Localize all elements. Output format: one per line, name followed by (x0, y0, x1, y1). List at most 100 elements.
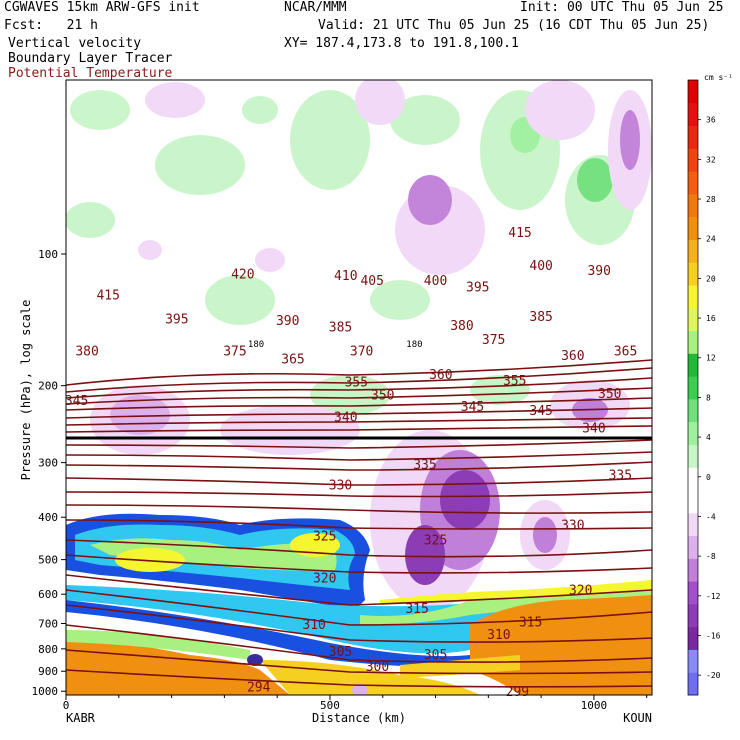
colorbar-segment (688, 649, 698, 673)
theta-label: 350 (598, 387, 621, 402)
theta-label: 370 (350, 345, 373, 360)
theta-label: 375 (482, 333, 505, 348)
y-axis-label: Pressure (hPa), log scale (19, 300, 33, 481)
colorbar-segment (688, 262, 698, 286)
colorbar-tick-label: -16 (706, 631, 721, 640)
theta-label: 390 (276, 314, 299, 329)
x-start-station: KABR (66, 711, 96, 725)
theta-label: 385 (529, 310, 552, 325)
theta-label: 294 (247, 680, 271, 695)
inline-label: 180 (406, 340, 422, 350)
model-title: CGWAVES 15km ARW-GFS init (4, 0, 200, 15)
inline-small-labels: 180 180 (248, 340, 423, 350)
colorbar-segment (688, 171, 698, 195)
colorbar-segment (688, 626, 698, 650)
colorbar-tick-label: -4 (706, 512, 716, 521)
theta-label: 395 (165, 313, 188, 328)
colorbar-tick-label: 36 (706, 116, 716, 125)
theta-label: 365 (614, 345, 637, 360)
y-tick-label: 100 (38, 248, 58, 261)
y-tick-label: 600 (38, 588, 58, 601)
colorbar-tick-label: 8 (706, 393, 711, 402)
y-tick-label: 800 (38, 643, 58, 656)
theta-label: 305 (329, 645, 352, 660)
theta-label: 355 (503, 374, 526, 389)
theta-label: 300 (366, 660, 389, 675)
colorbar-segment (688, 376, 698, 400)
center-label: NCAR/MMM (284, 0, 347, 15)
theta-label: 330 (561, 519, 584, 534)
colorbar-frame (687, 79, 699, 696)
colorbar-segment (688, 102, 698, 127)
colorbar-segment (688, 285, 698, 309)
cross-section-endpoints: XY= 187.4,173.8 to 191.8,100.1 (284, 36, 519, 51)
colorbar-tick-label: 16 (706, 314, 716, 323)
colorbar-segment (688, 467, 698, 491)
field-vertical-velocity: Vertical velocity (8, 36, 142, 51)
colorbar-segment (688, 444, 698, 468)
y-tick-label: 200 (38, 380, 58, 393)
theta-label: 400 (424, 274, 447, 289)
colorbar-segment (688, 672, 698, 696)
theta-label: 350 (371, 389, 394, 404)
colorbar-segment (688, 581, 698, 605)
theta-label: 330 (329, 478, 352, 493)
x-end-station: KOUN (623, 711, 652, 725)
shaded-field (66, 80, 652, 695)
theta-label: 345 (529, 404, 552, 419)
y-tick-label: 500 (38, 554, 58, 567)
y-tick-label: 900 (38, 665, 58, 678)
colorbar-segment (688, 239, 698, 263)
theta-label: 400 (529, 259, 552, 274)
colorbar-segment (688, 490, 698, 514)
colorbar: 36 32 28 24 20 16 12 8 4 0 -4 -8 -12 -16 -20 (687, 79, 721, 696)
theta-contour-labels: 415 420 410 405 400 395 415 400 390 395 390 385 380 3… (65, 226, 638, 700)
y-tick-label: 400 (38, 511, 58, 524)
theta-label: 335 (609, 469, 632, 484)
theta-label: 415 (508, 226, 531, 241)
colorbar-units: cm s⁻¹ (704, 73, 733, 82)
colorbar-segment (688, 512, 698, 537)
field-boundary-layer-tracer: Boundary Layer Tracer (8, 51, 173, 66)
y-tick-label: 700 (38, 618, 58, 631)
colorbar-segment (688, 535, 698, 559)
theta-label: 310 (487, 628, 510, 643)
x-tick-label: 500 (320, 699, 340, 712)
theta-label: 380 (450, 319, 473, 334)
colorbar-tick-label: -20 (706, 671, 721, 680)
x-axis-label: Distance (km) (312, 711, 406, 725)
colorbar-tick-label: 24 (706, 235, 716, 244)
colorbar-segment (688, 603, 698, 628)
colorbar-tick-label: 32 (706, 155, 716, 164)
theta-label: 355 (345, 376, 368, 391)
colorbar-segment (688, 125, 698, 149)
theta-label: 335 (413, 458, 436, 473)
y-tick-label: 1000 (32, 685, 59, 698)
colorbar-segment (688, 353, 698, 377)
theta-label: 375 (223, 345, 246, 360)
theta-label: 299 (506, 685, 529, 700)
theta-label: 420 (231, 268, 254, 283)
theta-label: 320 (313, 571, 336, 586)
colorbar-segment (688, 421, 698, 445)
theta-label: 310 (302, 618, 325, 633)
plot-frame (65, 79, 653, 696)
colorbar-tick-label: -12 (706, 592, 721, 601)
forecast-hour: Fcst: 21 h (4, 18, 98, 33)
colorbar-segment (688, 398, 698, 423)
colorbar-segment (688, 330, 698, 354)
theta-label: 325 (424, 534, 447, 549)
inline-label: 180 (248, 340, 264, 350)
theta-label: 340 (582, 422, 605, 437)
theta-label: 360 (429, 368, 452, 383)
colorbar-tick-label: -8 (706, 552, 716, 561)
x-tick-label: 1000 (581, 699, 608, 712)
theta-label: 345 (65, 394, 88, 409)
colorbar-segment (688, 193, 698, 218)
theta-label: 345 (461, 400, 484, 415)
theta-label: 410 (334, 269, 357, 284)
x-axis: 0 500 1000 (63, 695, 648, 712)
theta-label: 380 (75, 345, 98, 360)
init-time: Init: 00 UTC Thu 05 Jun 25 (520, 0, 724, 15)
